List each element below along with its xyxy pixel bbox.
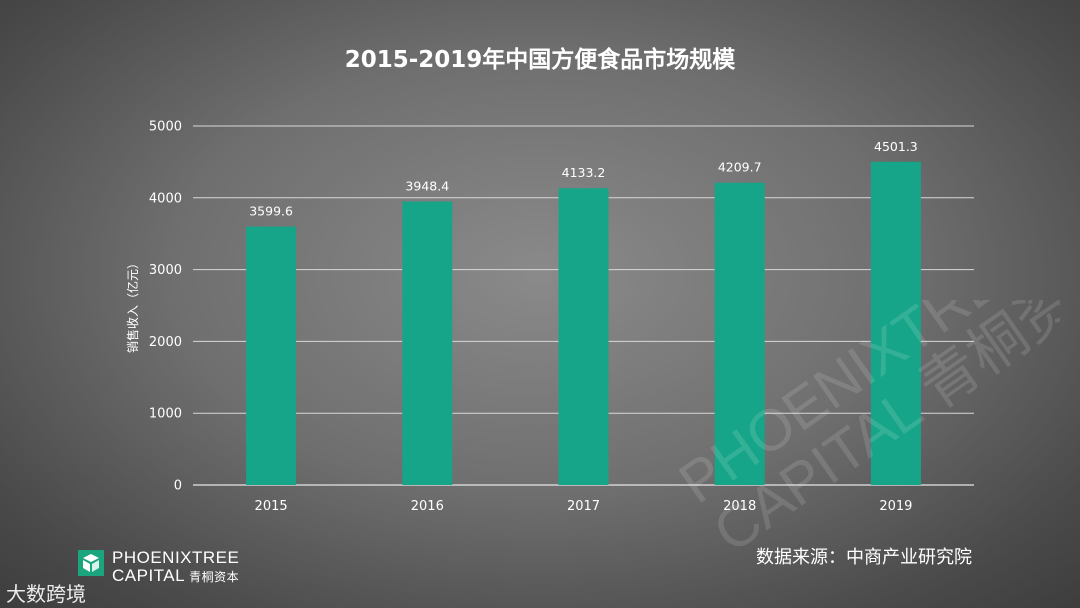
logo-text-line1: PHOENIXTREE: [112, 548, 240, 567]
data-label: 3948.4: [405, 179, 449, 194]
logo-text-chinese: 青桐资本: [189, 570, 240, 584]
x-tick-label: 2017: [567, 499, 600, 514]
x-tick-label: 2018: [723, 499, 756, 514]
data-label: 4501.3: [874, 139, 918, 154]
logo-text-capital: CAPITAL: [112, 566, 186, 585]
y-tick-label: 3000: [149, 263, 182, 278]
x-tick-label: 2019: [879, 499, 912, 514]
axes: 0 1000 2000 3000 4000 5000 2015 2016 2017 2018 201…: [149, 120, 913, 515]
bars: [246, 161, 921, 486]
logo-text-line2: CAPITAL 青桐资本: [112, 566, 239, 586]
data-label: 3599.6: [249, 204, 293, 219]
bar: [714, 182, 765, 486]
data-label: 4209.7: [718, 160, 762, 175]
bar: [558, 188, 609, 485]
y-tick-label: 2000: [149, 335, 182, 350]
bar: [870, 161, 921, 486]
y-tick-label: 1000: [149, 407, 182, 422]
y-tick-label: 0: [174, 479, 182, 494]
bar: [402, 201, 453, 485]
chart-title: 2015-2019年中国方便食品市场规模: [344, 47, 736, 73]
data-source-note: 数据来源：中商产业研究院: [756, 547, 972, 568]
corner-brand-watermark: 大数跨境: [6, 582, 86, 606]
y-tick-label: 5000: [149, 120, 182, 135]
x-tick-label: 2016: [411, 499, 444, 514]
y-tick-label: 4000: [149, 191, 182, 206]
bar: [246, 226, 297, 486]
cube-logo-icon: [78, 550, 104, 576]
x-tick-label: 2015: [255, 499, 288, 514]
data-labels: 3599.6 3948.4 4133.2 4209.7 4501.3: [249, 139, 918, 219]
data-label: 4133.2: [562, 165, 606, 180]
y-axis-label: 销售收入（亿元）: [125, 257, 140, 353]
